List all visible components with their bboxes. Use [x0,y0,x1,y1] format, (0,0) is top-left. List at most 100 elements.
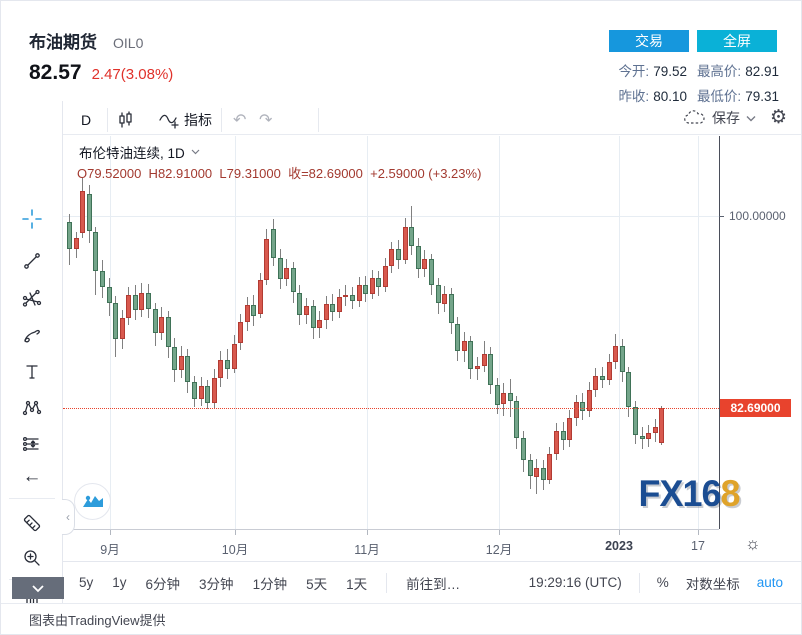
candle-body [257,280,263,314]
candle-body [521,437,526,460]
candle-body [475,365,480,369]
candle-body [382,265,388,287]
range-button[interactable]: 1分钟 [252,576,288,592]
candle-body [277,258,283,280]
auto-scale-button[interactable]: auto [756,575,783,590]
candle-body [152,309,158,334]
candle-body [264,239,270,281]
range-button[interactable]: 5y [79,575,94,590]
candlestick-icon [119,111,132,128]
range-button[interactable]: 1天 [346,576,368,592]
time-tick [110,530,111,535]
range-button-group: 5y 1y 6分钟 3分钟 1分钟 5天 1天 前往到… [79,562,460,603]
chevron-down-icon [746,115,756,121]
candle-body [428,259,434,285]
candle-body [178,355,184,371]
last-price-label: 82.69000 [720,399,791,417]
range-button[interactable]: 1y [112,575,127,590]
range-button[interactable]: 5天 [306,576,328,592]
percent-scale-button[interactable]: % [656,575,669,590]
time-tick [499,530,500,535]
candle-body [80,190,86,233]
measure-tool-button[interactable] [14,507,50,539]
hide-toolbar-button[interactable]: ← [14,461,50,493]
axis-settings-gear-icon[interactable]: ☼ [745,534,761,553]
candle-body [224,360,230,369]
candle-body [297,292,303,315]
candle-body [632,406,638,436]
time-axis-label: 17 [691,539,705,553]
save-button[interactable]: 保存 [684,108,756,128]
candle-body [205,385,211,404]
candle-body [396,249,401,261]
candle-body [356,284,362,302]
range-button[interactable]: 3分钟 [199,576,234,592]
candle-body [126,294,132,318]
crosshair-tool-button[interactable] [14,203,50,235]
brush-tool-button[interactable] [14,320,50,352]
series-legend[interactable]: 布伦特油连续, 1D [79,142,200,162]
zoom-in-icon [24,550,40,566]
fullscreen-button[interactable]: 全屏 [697,30,777,52]
indicators-button[interactable]: 指标 [159,108,212,132]
sidebar-scroll-down-button[interactable] [12,577,64,599]
attribution-text: 图表由TradingView提供 [29,613,166,628]
tradingview-logo-button[interactable] [74,483,111,520]
candle-body [389,249,395,266]
chevron-down-icon [32,584,44,592]
range-button[interactable]: 6分钟 [145,576,181,592]
trend-line-tool-button[interactable] [14,245,50,277]
candle-body [646,433,651,439]
candle-body [586,390,592,412]
candle-body [231,343,237,369]
undo-button[interactable]: ↶ [233,112,247,129]
price-tick-label: 100.00000 [729,209,786,223]
stat-low: 最低价: 79.31 [696,89,779,104]
settings-gear-icon[interactable]: ⚙ [769,107,787,128]
candle-body [73,238,79,250]
text-tool-button[interactable] [14,356,50,388]
candle-body [218,360,224,378]
candle-body [514,401,520,438]
interval-button[interactable]: D [81,112,92,128]
candle-body [606,362,612,381]
candle-body [461,341,467,352]
candle-body [303,305,309,315]
chart-style-button[interactable] [117,108,135,132]
vertical-gridline [110,136,111,529]
candle-body [560,431,566,440]
redo-button[interactable]: ↷ [259,112,273,129]
time-tick [698,530,699,535]
candle-body [251,304,257,316]
chart-pane[interactable]: 布伦特油连续, 1D O79.52000 H82.91000 L79.31000… [62,136,719,535]
clock[interactable]: 19:29:16 (UTC) [528,575,622,590]
collapse-sidebar-handle[interactable]: ‹ [62,499,75,535]
candle-body [132,294,138,311]
gann-fib-tool-button[interactable] [14,283,50,315]
candle-body [159,316,165,334]
trade-button[interactable]: 交易 [609,30,689,52]
candle-body [659,407,665,443]
symbol-code: OIL0 [113,35,144,51]
brush-icon [24,329,40,343]
goto-date-button[interactable]: 前往到… [406,576,461,592]
candle-body [448,293,454,324]
time-axis[interactable]: 9月 10月 11月 12月 2023 17 [63,529,719,561]
candle-body [165,316,171,347]
price-axis-line [719,136,720,529]
ohlc-readout: O79.52000 H82.91000 L79.31000 收=82.69000… [77,166,482,181]
position-tool-button[interactable] [14,428,50,460]
candle-body [488,353,494,385]
toolbar-separator [318,108,319,132]
sidebar-divider [9,498,55,499]
zoom-in-button[interactable] [14,542,50,574]
pattern-tool-button[interactable] [14,392,50,424]
price-axis[interactable]: 100.00000 82.69000 ☼ [719,136,801,561]
candle-body [619,345,625,373]
candle-body [402,227,408,261]
chevron-down-icon [191,149,200,155]
trend-line-icon [24,253,40,269]
long-position-icon [22,436,39,452]
candle-body [323,303,329,321]
log-scale-button[interactable]: 对数坐标 [685,576,740,592]
